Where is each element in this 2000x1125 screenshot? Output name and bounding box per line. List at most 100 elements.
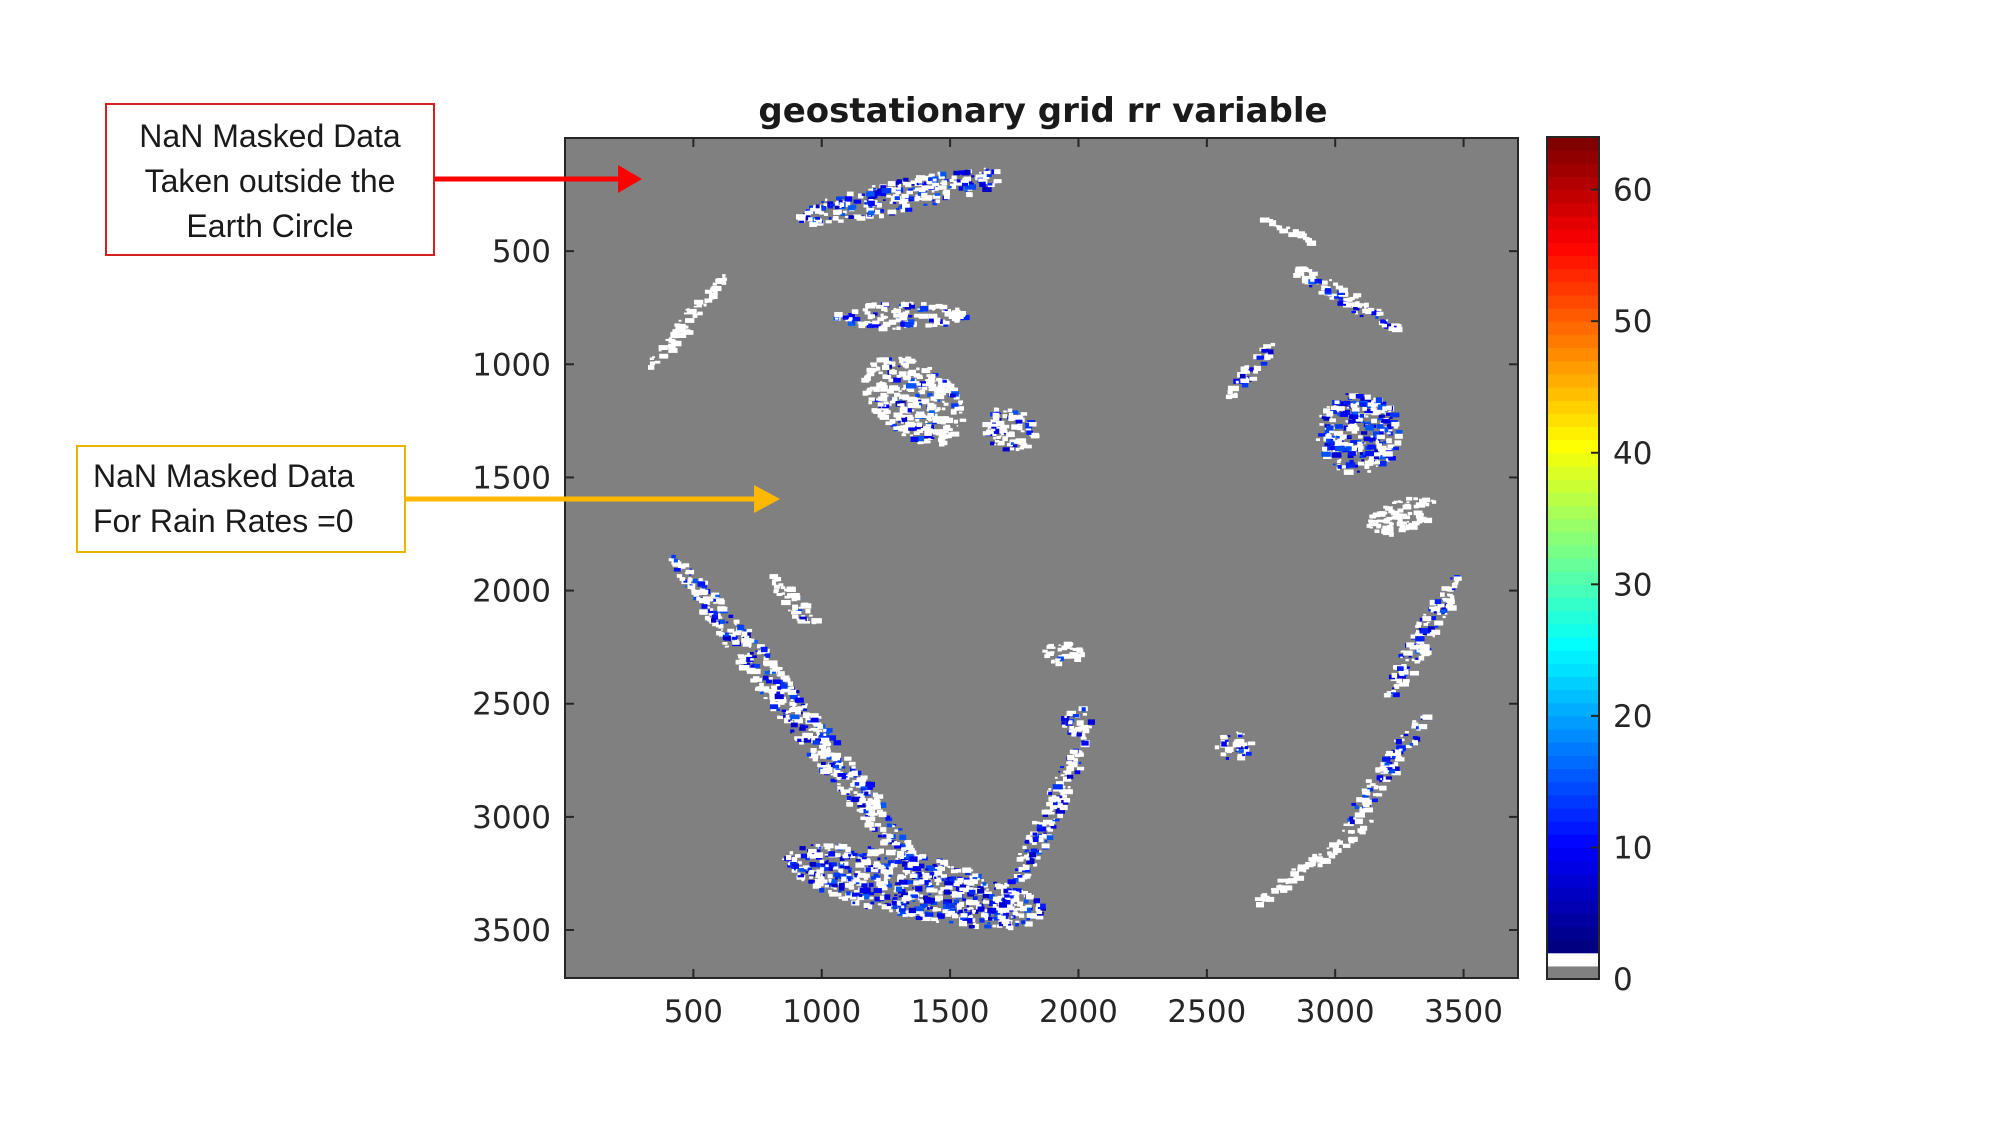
zero-rain-pixel: [1312, 862, 1316, 867]
rain-pixel: [1339, 411, 1348, 417]
rain-pixel: [1373, 455, 1380, 460]
zero-rain-pixel: [792, 595, 798, 599]
zero-rain-pixel: [715, 613, 721, 619]
rain-pixel: [1348, 451, 1356, 456]
zero-rain-pixel: [1379, 785, 1387, 791]
rain-pixel: [838, 882, 847, 889]
rain-pixel: [877, 188, 882, 193]
y-tick-label: 500: [492, 234, 551, 270]
zero-rain-pixel: [1363, 807, 1373, 813]
zero-rain-pixel: [827, 849, 831, 852]
zero-rain-pixel: [1375, 439, 1379, 442]
zero-rain-pixel: [933, 182, 940, 187]
rain-pixel: [840, 196, 845, 199]
zero-rain-pixel: [1329, 279, 1332, 282]
rain-pixel: [1261, 348, 1269, 353]
zero-rain-pixel: [909, 914, 913, 917]
zero-rain-pixel: [881, 306, 888, 312]
zero-rain-pixel: [741, 638, 752, 644]
rain-pixel: [846, 793, 850, 795]
zero-rain-pixel: [1014, 897, 1020, 902]
zero-rain-pixel: [770, 707, 777, 712]
zero-rain-pixel: [1310, 275, 1316, 280]
rain-pixel: [1337, 412, 1341, 416]
rain-pixel: [1389, 417, 1393, 420]
annotation-outside-earth: NaN Masked Data Taken outside the Earth …: [105, 103, 435, 256]
zero-rain-pixel: [906, 190, 913, 195]
zero-rain-pixel: [1445, 604, 1452, 609]
zero-rain-pixel: [928, 883, 932, 886]
zero-rain-pixel: [1375, 440, 1380, 445]
rain-region: [1383, 575, 1462, 698]
zero-rain-pixel: [1284, 878, 1289, 883]
zero-rain-pixel: [817, 763, 822, 768]
zero-rain-pixel: [887, 209, 897, 215]
rain-pixel: [1235, 750, 1238, 753]
zero-rain-pixel: [918, 176, 925, 180]
zero-rain-pixel: [1398, 669, 1409, 675]
rain-pixel: [855, 858, 861, 862]
rain-pixel: [873, 888, 882, 893]
zero-rain-pixel: [971, 909, 976, 913]
zero-rain-pixel: [817, 753, 821, 756]
rain-pixel: [1348, 419, 1355, 424]
zero-rain-pixel: [948, 314, 957, 319]
zero-rain-pixel: [805, 703, 808, 706]
zero-rain-pixel: [856, 783, 865, 788]
zero-rain-pixel: [1395, 759, 1398, 762]
zero-rain-pixel: [827, 742, 832, 746]
zero-rain-pixel: [1002, 436, 1008, 442]
zero-rain-pixel: [919, 854, 927, 859]
rain-pixel: [807, 867, 812, 872]
zero-rain-pixel: [1354, 812, 1365, 818]
zero-rain-pixel: [1442, 597, 1447, 601]
colorbar-tick-label: 30: [1613, 567, 1652, 603]
zero-rain-pixel: [1078, 653, 1085, 658]
zero-rain-pixel: [1380, 519, 1386, 523]
rain-pixel: [852, 852, 858, 857]
rain-pixel: [964, 169, 971, 175]
rain-pixel: [1409, 743, 1414, 746]
colorbar-tick-label: 20: [1613, 699, 1652, 735]
rain-pixel: [1390, 412, 1400, 418]
rain-pixel: [836, 196, 842, 201]
zero-rain-pixel: [1064, 715, 1067, 718]
zero-rain-pixel: [686, 308, 697, 315]
rain-pixel: [746, 656, 754, 663]
zero-rain-pixel: [1001, 885, 1007, 891]
zero-rain-pixel: [867, 315, 873, 320]
rain-pixel: [1323, 416, 1331, 421]
zero-rain-pixel: [685, 318, 695, 323]
rain-pixel: [932, 180, 938, 184]
zero-rain-pixel: [1035, 906, 1040, 912]
rain-pixel: [909, 197, 914, 201]
zero-rain-pixel: [837, 778, 842, 780]
zero-rain-pixel: [1386, 438, 1392, 444]
rain-pixel: [901, 903, 904, 906]
zero-rain-pixel: [1056, 803, 1063, 808]
rain-pixel: [894, 894, 898, 897]
rain-pixel: [1335, 424, 1343, 429]
rain-pixel: [872, 323, 881, 328]
zero-rain-pixel: [808, 849, 817, 854]
rain-pixel: [862, 215, 864, 217]
rain-pixel: [1353, 307, 1360, 311]
rain-pixel: [934, 876, 937, 879]
zero-rain-pixel: [1270, 342, 1276, 347]
zero-rain-pixel: [1418, 724, 1428, 730]
rain-pixel: [833, 779, 837, 783]
colorbar-cell: [1547, 308, 1599, 322]
zero-rain-pixel: [816, 730, 820, 734]
zero-rain-pixel: [922, 383, 927, 387]
zero-rain-pixel: [709, 294, 718, 299]
zero-rain-pixel: [922, 873, 930, 879]
zero-rain-pixel: [893, 313, 899, 318]
zero-rain-pixel: [1295, 271, 1305, 276]
zero-rain-pixel: [1225, 394, 1233, 400]
zero-rain-pixel: [1051, 660, 1055, 664]
rain-pixel: [930, 901, 938, 905]
rain-pixel: [882, 834, 887, 838]
zero-rain-pixel: [857, 872, 866, 878]
zero-rain-pixel: [847, 790, 850, 793]
rain-pixel: [1392, 766, 1400, 771]
